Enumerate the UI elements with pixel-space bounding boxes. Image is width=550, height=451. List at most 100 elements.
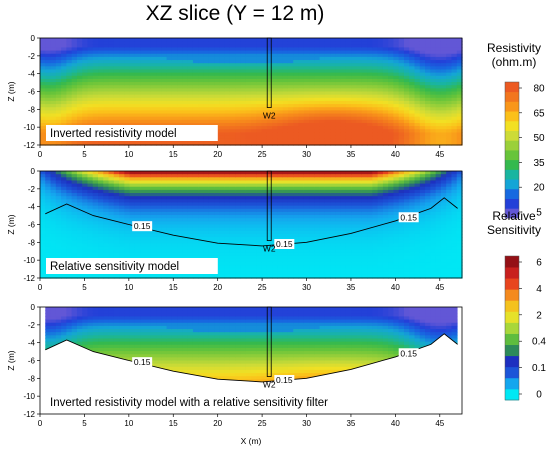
x-tick-label: 25	[258, 419, 267, 428]
z-axis-label: Z (m)	[6, 214, 16, 234]
contour-label-bg	[132, 221, 153, 232]
x-tick-label: 20	[213, 419, 222, 428]
colorbar-swatch	[505, 388, 519, 401]
contour-label: 0.15	[276, 375, 293, 385]
z-tick-label: -10	[23, 123, 35, 132]
colorbar-frame	[504, 255, 520, 401]
x-tick-label: 5	[82, 419, 87, 428]
colorbar-tick-label: 80	[533, 84, 545, 95]
contour-label: 0.15	[134, 357, 151, 367]
colorbar-swatch	[505, 333, 519, 346]
panel-label-bg	[46, 394, 439, 410]
colorbar-title: (ohm.m)	[492, 55, 537, 69]
x-tick-label: 15	[169, 283, 178, 292]
panel-label: Inverted resistivity model with a relati…	[50, 397, 328, 409]
z-tick-label: -10	[23, 392, 35, 401]
colorbar-title: Sensitivity	[487, 223, 541, 237]
z-tick-label: -4	[28, 203, 36, 212]
panel-label-bg	[46, 258, 218, 274]
z-tick-label: -12	[23, 410, 35, 419]
x-tick-label: 45	[435, 150, 444, 159]
colorbar-swatch	[505, 256, 519, 268]
contour-label: 0.15	[400, 212, 417, 222]
colorbar-swatch	[505, 208, 519, 219]
z-tick-label: 0	[31, 303, 36, 312]
colorbar-title: Resistivity	[487, 41, 541, 55]
contour-label: 0.15	[276, 239, 293, 249]
z-tick-label: -2	[28, 321, 36, 330]
model-cells	[40, 171, 463, 279]
x-tick-label: 5	[82, 283, 87, 292]
x-axis-label: X (m)	[241, 436, 262, 446]
x-tick-label: 0	[38, 283, 43, 292]
x-tick-label: 30	[302, 283, 311, 292]
x-tick-label: 15	[169, 419, 178, 428]
z-axis-label: Z (m)	[6, 350, 16, 370]
colorbar-tick-label: 0.1	[532, 363, 546, 374]
x-tick-label: 35	[346, 150, 355, 159]
z-tick-label: -6	[28, 357, 36, 366]
colorbar-swatch	[505, 344, 519, 357]
x-tick-label: 40	[391, 150, 400, 159]
colorbar-frame	[504, 81, 520, 219]
colorbar-swatch	[505, 289, 519, 301]
contour-label-bg	[274, 375, 295, 386]
x-tick-label: 25	[258, 150, 267, 159]
x-tick-label: 45	[435, 419, 444, 428]
colorbar-tick-label: 2	[536, 310, 542, 321]
well-marker	[266, 306, 272, 377]
x-tick-label: 10	[124, 419, 133, 428]
colorbar-tick-label: 65	[533, 108, 545, 119]
x-tick-label: 45	[435, 283, 444, 292]
colorbar-tick-label: 0.4	[532, 337, 546, 348]
contour-label: 0.15	[400, 348, 417, 358]
colorbar-tick-label: 6	[536, 258, 542, 269]
z-tick-label: -4	[28, 339, 36, 348]
colorbar-swatch	[505, 300, 519, 312]
colorbar-swatch	[505, 355, 519, 368]
z-tick-label: -4	[28, 70, 36, 79]
contour-label-bg	[274, 239, 295, 250]
colorbar-swatch	[505, 101, 519, 112]
z-tick-label: 0	[31, 167, 36, 176]
x-tick-label: 25	[258, 283, 267, 292]
z-tick-label: -2	[28, 185, 36, 194]
colorbar-swatch	[505, 91, 519, 102]
well-label: W2	[263, 380, 276, 390]
colorbar-tick-label: 5	[536, 208, 542, 219]
contour-label-bg	[398, 212, 419, 223]
figure-title: XZ slice (Y = 12 m)	[145, 2, 325, 25]
contour-label: 0.15	[134, 221, 151, 231]
z-tick-label: -2	[28, 52, 36, 61]
colorbar-tick-label: 20	[533, 183, 545, 194]
x-tick-label: 15	[169, 150, 178, 159]
colorbar-tick-label: 4	[536, 284, 542, 295]
contour-label-bg	[398, 348, 419, 359]
colorbar-swatch	[505, 111, 519, 122]
x-tick-label: 20	[213, 150, 222, 159]
well-marker	[266, 170, 272, 241]
colorbar-swatch	[505, 130, 519, 141]
colorbar-tick-label: 50	[533, 133, 545, 144]
z-tick-label: -10	[23, 256, 35, 265]
x-tick-label: 10	[124, 283, 133, 292]
x-tick-label: 30	[302, 419, 311, 428]
x-tick-label: 35	[346, 283, 355, 292]
z-tick-label: -6	[28, 88, 36, 97]
x-tick-label: 30	[302, 150, 311, 159]
colorbar-swatch	[505, 140, 519, 151]
z-tick-label: -8	[28, 374, 36, 383]
panel-label-bg	[46, 125, 218, 141]
colorbar-title: Relative	[492, 209, 536, 223]
colorbar-swatch	[505, 311, 519, 323]
colorbar-swatch	[505, 169, 519, 180]
well-marker	[266, 37, 272, 108]
panel-resistivity: W2 Inverted resistivity model 0 -2 -4 -6 -8 -10…	[6, 34, 463, 159]
z-tick-label: 0	[31, 34, 36, 43]
panel-label: Relative sensitivity model	[50, 261, 179, 273]
z-tick-label: -12	[23, 274, 35, 283]
colorbar-swatch	[505, 159, 519, 170]
